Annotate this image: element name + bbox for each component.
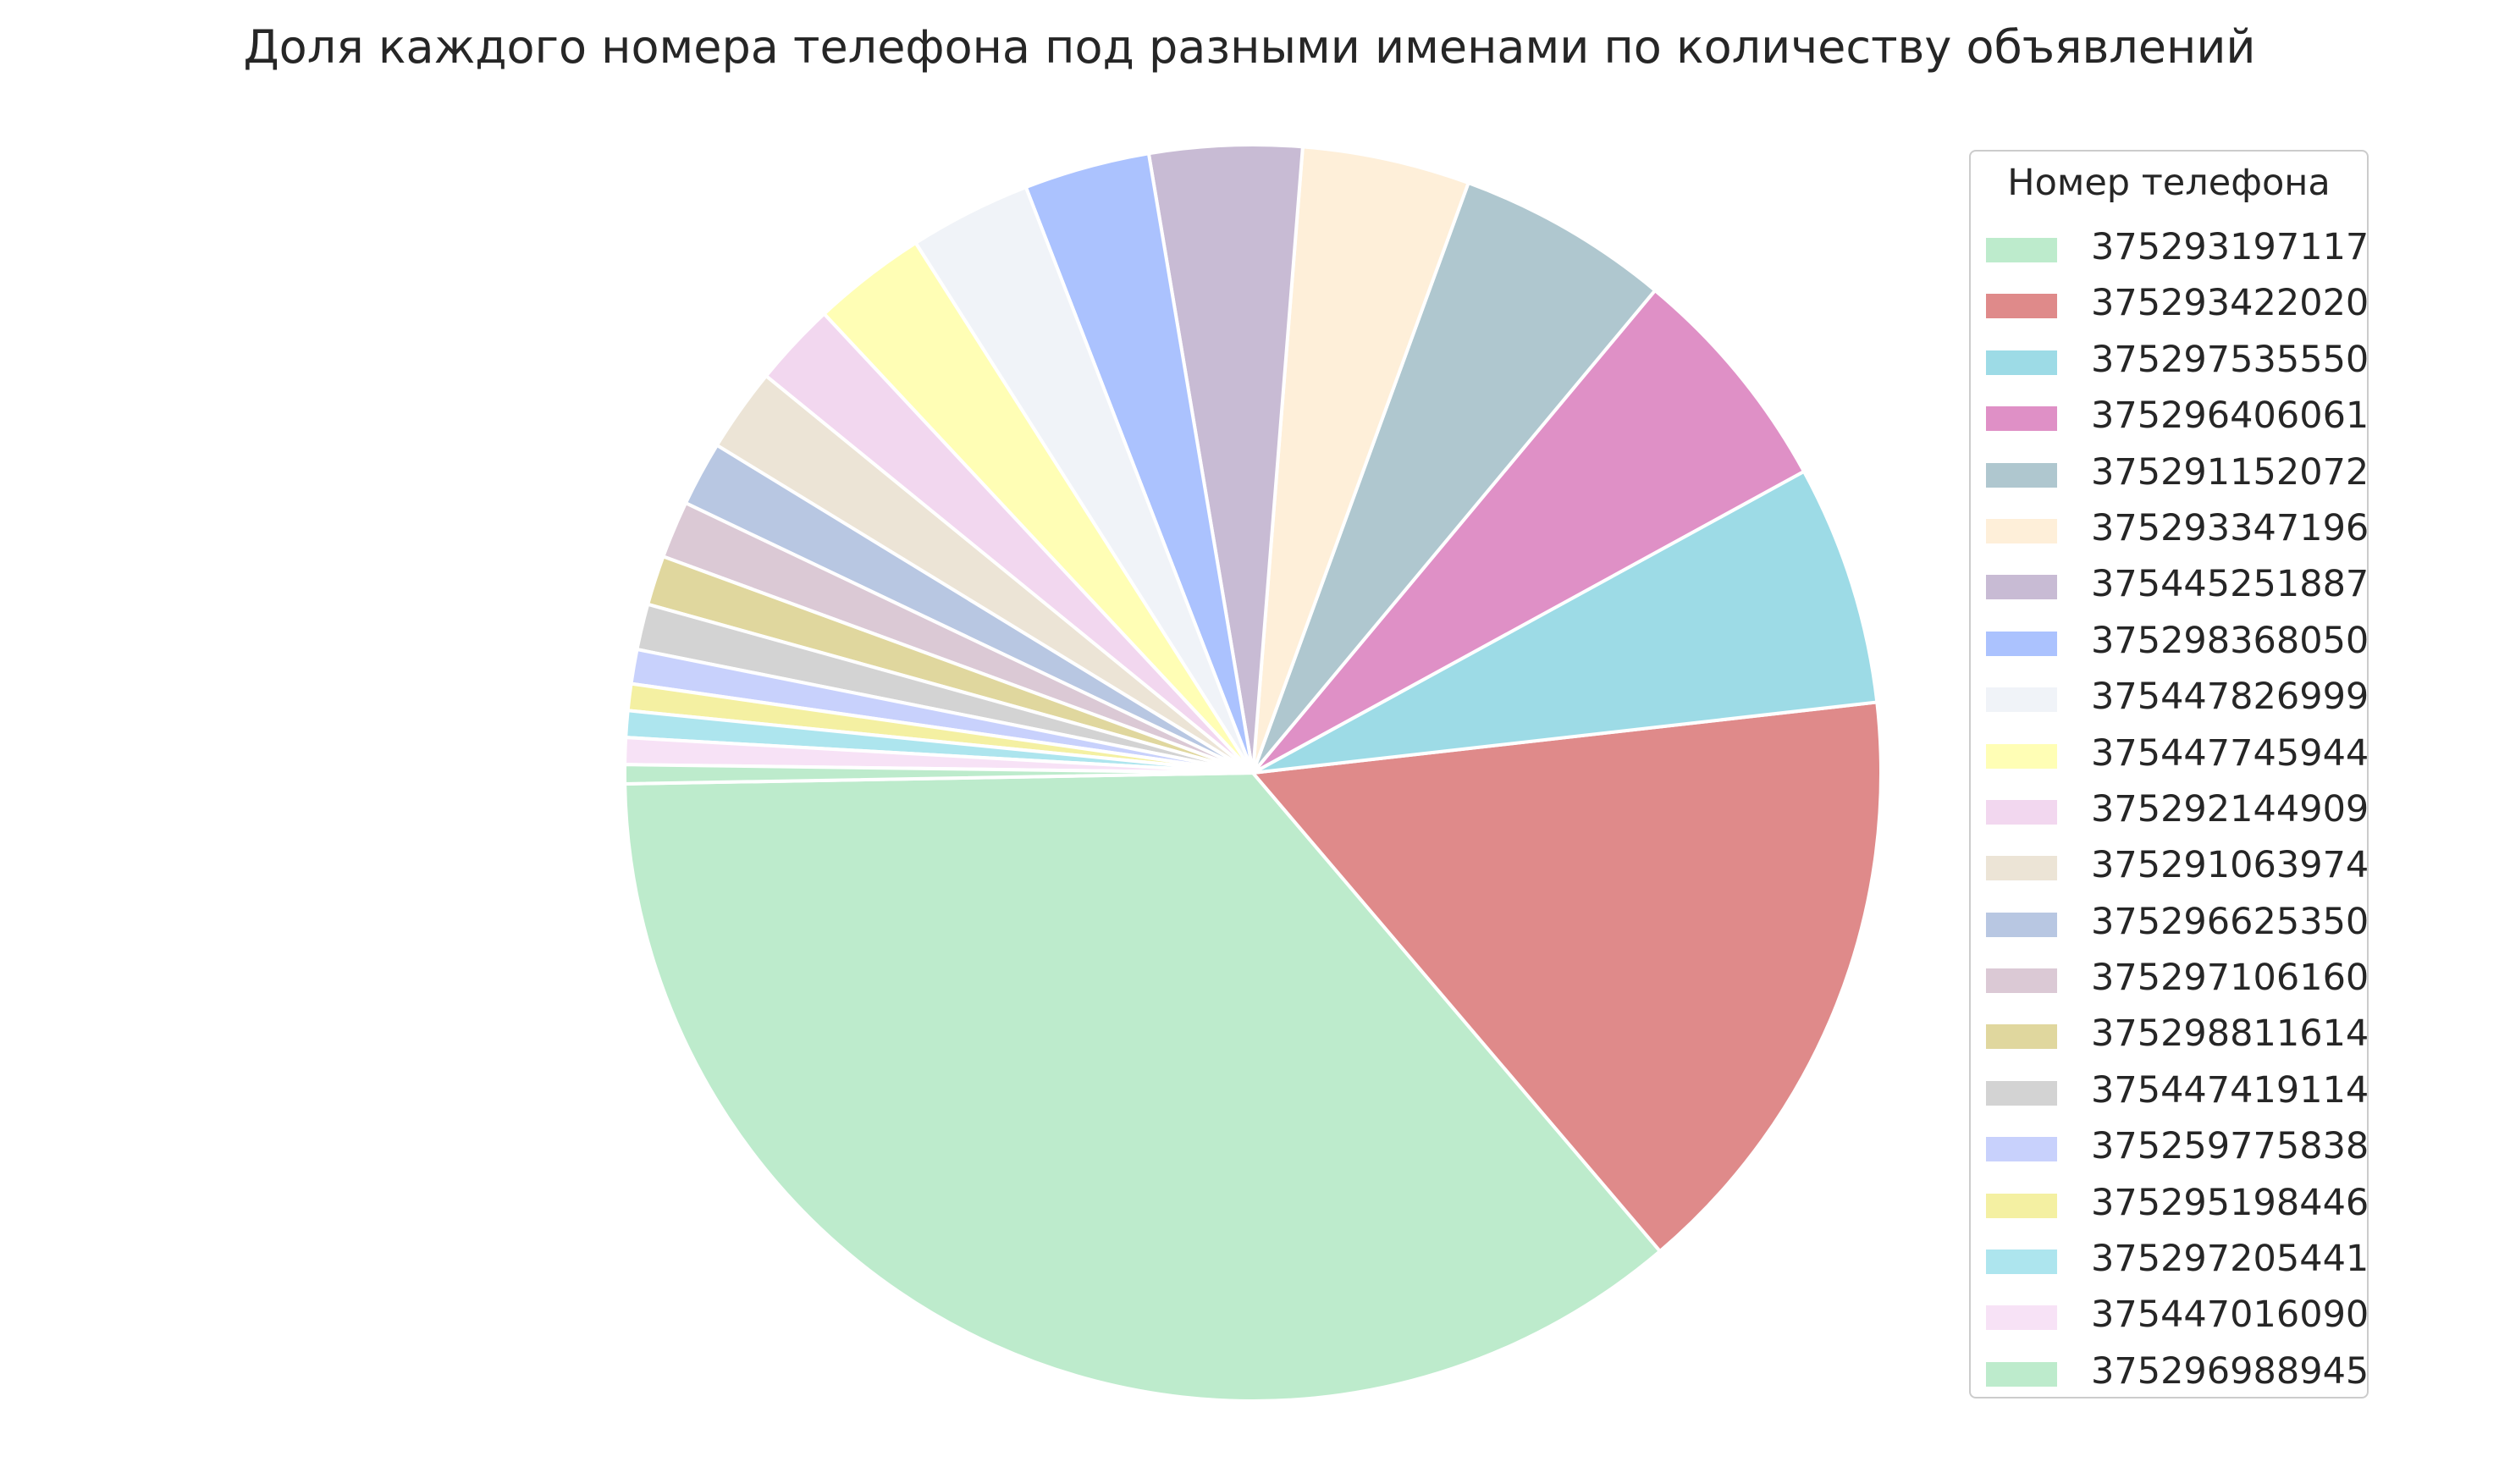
legend-item: 375296625350	[1971, 897, 2369, 953]
legend-label: 375292144909	[2091, 787, 2369, 830]
pie-slice-375445251887	[1146, 142, 1305, 775]
legend-label: 375295198446	[2091, 1181, 2369, 1224]
legend-item: 375297205441	[1971, 1234, 2369, 1290]
legend-label: 375293422020	[2091, 282, 2369, 325]
legend-swatch	[1986, 687, 2057, 713]
legend-swatch	[1986, 238, 2057, 262]
legend-item: 375291152072	[1971, 448, 2369, 504]
pie-slice-375297535550	[1251, 469, 1879, 775]
legend-swatch	[1986, 406, 2057, 432]
legend-label: 375297205441	[2091, 1238, 2369, 1281]
legend-swatch	[1986, 1193, 2057, 1218]
pie-slices	[623, 142, 1883, 1403]
legend-swatch	[1986, 856, 2057, 881]
legend-swatch	[1986, 1024, 2057, 1050]
pie-slice-375293197117	[623, 771, 1662, 1403]
legend-label: 375259775838	[2091, 1125, 2369, 1168]
legend-label: 375293197117	[2091, 226, 2369, 268]
legend-swatch	[1986, 350, 2057, 375]
legend-swatch	[1986, 1250, 2057, 1275]
legend-swatch	[1986, 1080, 2057, 1106]
legend-item: 375297106160	[1971, 953, 2369, 1009]
legend-label: 375447745944	[2091, 731, 2369, 775]
legend-swatch	[1986, 743, 2057, 769]
legend-label: 375298368050	[2091, 619, 2369, 662]
legend-item: 375293347196	[1971, 504, 2369, 560]
legend-item: 375298811614	[1971, 1009, 2369, 1065]
legend-swatch	[1986, 1137, 2057, 1162]
legend-label: 375447826999	[2091, 676, 2369, 719]
legend-item: 375445251887	[1971, 560, 2369, 615]
legend-item: 375447745944	[1971, 729, 2369, 785]
legend-label: 375296406061	[2091, 394, 2369, 438]
legend-item: 375291063974	[1971, 841, 2369, 896]
chart-title: Доля каждого номера телефона под разными…	[243, 20, 2256, 74]
legend-swatch	[1986, 631, 2057, 656]
legend-items: 375293197117 375293422020 375297535550 3752…	[1971, 223, 2369, 1403]
legend-label: 375296988945	[2091, 1349, 2369, 1393]
legend-item: 375295198446	[1971, 1178, 2369, 1234]
legend-label: 375447419114	[2091, 1068, 2369, 1112]
legend: Номер телефона 375293197117 375293422020 3…	[1969, 150, 2369, 1398]
legend-swatch	[1986, 1361, 2057, 1387]
legend-swatch	[1986, 1305, 2057, 1331]
legend-label: 375298811614	[2091, 1012, 2369, 1056]
legend-label: 375445251887	[2091, 563, 2369, 606]
legend-label: 375293347196	[2091, 506, 2369, 549]
legend-label: 375291152072	[2091, 450, 2369, 494]
pie-slice-375291152072	[1251, 181, 1658, 775]
legend-item: 375447016090	[1971, 1290, 2369, 1346]
legend-item: 375447419114	[1971, 1066, 2369, 1122]
legend-swatch	[1986, 294, 2057, 319]
pie-slice-375293347196	[1251, 145, 1470, 775]
legend-swatch	[1986, 912, 2057, 937]
legend-item: 375298368050	[1971, 616, 2369, 672]
legend-item: 375296406061	[1971, 391, 2369, 447]
legend-label: 375297106160	[2091, 957, 2369, 1000]
legend-item: 375292144909	[1971, 785, 2369, 841]
pie-slice-375296988945	[623, 763, 1255, 786]
legend-label: 375447016090	[2091, 1294, 2369, 1337]
legend-item: 375297535550	[1971, 335, 2369, 391]
legend-swatch	[1986, 575, 2057, 600]
legend-item: 375293422020	[1971, 279, 2369, 334]
legend-label: 375291063974	[2091, 844, 2369, 887]
legend-item: 375447826999	[1971, 672, 2369, 728]
legend-item: 375293197117	[1971, 223, 2369, 279]
legend-swatch	[1986, 462, 2057, 488]
legend-label: 375296625350	[2091, 900, 2369, 943]
pie-slice-375293422020	[1251, 700, 1883, 1254]
legend-swatch	[1986, 968, 2057, 994]
pie-slice-375296406061	[1251, 289, 1806, 775]
legend-item: 375296988945	[1971, 1347, 2369, 1403]
legend-swatch	[1986, 799, 2057, 825]
legend-title: Номер телефона	[2007, 162, 2331, 204]
legend-label: 375297535550	[2091, 338, 2369, 381]
legend-item: 375259775838	[1971, 1122, 2369, 1178]
legend-swatch	[1986, 518, 2057, 543]
